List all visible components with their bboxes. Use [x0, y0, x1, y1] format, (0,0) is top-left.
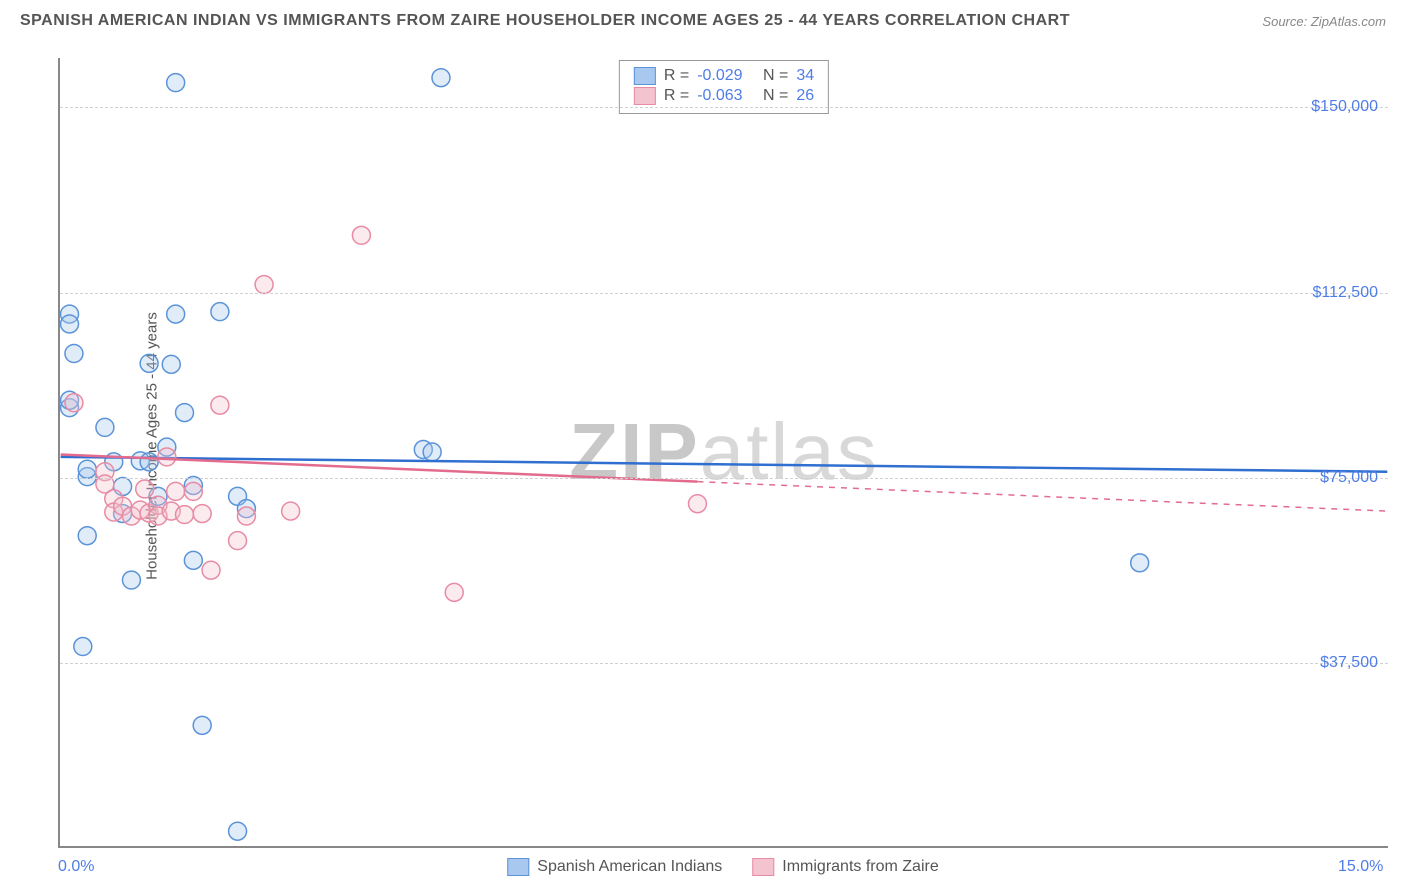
scatter-point — [162, 355, 180, 373]
scatter-point — [140, 354, 158, 372]
y-tick-label: $150,000 — [1311, 98, 1378, 116]
n-label-b: N = — [763, 87, 788, 105]
r-label-a: R = — [664, 67, 689, 85]
correlation-legend: R = -0.029 N = 34 R = -0.063 N = 26 — [619, 60, 829, 114]
n-value-a: 34 — [796, 67, 814, 85]
scatter-point — [167, 305, 185, 323]
scatter-point — [122, 571, 140, 589]
scatter-point — [136, 480, 154, 498]
scatter-point — [282, 502, 300, 520]
scatter-point — [202, 561, 220, 579]
bottom-legend-item-a: Spanish American Indians — [507, 858, 722, 876]
scatter-point — [1131, 554, 1149, 572]
x-tick-label: 15.0% — [1338, 858, 1383, 876]
scatter-point — [78, 460, 96, 478]
trend-line — [61, 457, 1388, 472]
legend-row-series-b: R = -0.063 N = 26 — [634, 87, 814, 105]
scatter-point — [74, 638, 92, 656]
scatter-point — [158, 448, 176, 466]
source-label: Source: — [1262, 14, 1307, 29]
bottom-swatch-b — [752, 858, 774, 876]
n-value-b: 26 — [796, 87, 814, 105]
scatter-point — [96, 418, 114, 436]
gridline — [60, 663, 1388, 664]
bottom-legend-item-b: Immigrants from Zaire — [752, 858, 938, 876]
scatter-point — [229, 532, 247, 550]
scatter-point — [229, 822, 247, 840]
y-tick-label: $75,000 — [1320, 469, 1378, 487]
scatter-point — [688, 495, 706, 513]
scatter-point — [140, 453, 158, 471]
trend-line-extrapolated — [697, 482, 1387, 511]
scatter-point — [65, 345, 83, 363]
r-value-a: -0.029 — [697, 67, 742, 85]
gridline — [60, 293, 1388, 294]
swatch-series-a — [634, 67, 656, 85]
bottom-swatch-a — [507, 858, 529, 876]
scatter-point — [237, 507, 255, 525]
scatter-point — [211, 396, 229, 414]
scatter-point — [193, 505, 211, 523]
chart-title: SPANISH AMERICAN INDIAN VS IMMIGRANTS FR… — [20, 12, 1070, 30]
y-tick-label: $37,500 — [1320, 654, 1378, 672]
scatter-point — [167, 74, 185, 92]
swatch-series-b — [634, 87, 656, 105]
r-value-b: -0.063 — [697, 87, 742, 105]
scatter-point — [432, 69, 450, 87]
scatter-point — [176, 506, 194, 524]
legend-row-series-a: R = -0.029 N = 34 — [634, 67, 814, 85]
header-bar: SPANISH AMERICAN INDIAN VS IMMIGRANTS FR… — [0, 0, 1406, 42]
scatter-point — [78, 527, 96, 545]
scatter-point — [65, 394, 83, 412]
n-label-a: N = — [763, 67, 788, 85]
bottom-legend: Spanish American Indians Immigrants from… — [507, 858, 938, 876]
plot-area: ZIPatlas R = -0.029 N = 34 R = -0.063 N … — [58, 58, 1388, 848]
gridline — [60, 107, 1388, 108]
scatter-point — [61, 315, 79, 333]
scatter-point — [255, 276, 273, 294]
scatter-point — [184, 551, 202, 569]
scatter-point — [176, 404, 194, 422]
scatter-point — [211, 303, 229, 321]
scatter-point — [193, 716, 211, 734]
r-label-b: R = — [664, 87, 689, 105]
chart-svg — [60, 58, 1388, 846]
scatter-point — [167, 482, 185, 500]
x-tick-label: 0.0% — [58, 858, 94, 876]
scatter-point — [423, 443, 441, 461]
gridline — [60, 478, 1388, 479]
bottom-label-a: Spanish American Indians — [537, 858, 722, 876]
y-tick-label: $112,500 — [1312, 284, 1378, 302]
source-attribution: Source: ZipAtlas.com — [1262, 14, 1386, 29]
scatter-point — [445, 583, 463, 601]
scatter-point — [184, 482, 202, 500]
scatter-point — [352, 226, 370, 244]
bottom-label-b: Immigrants from Zaire — [782, 858, 938, 876]
source-value: ZipAtlas.com — [1311, 14, 1386, 29]
plot-frame: ZIPatlas R = -0.029 N = 34 R = -0.063 N … — [58, 58, 1388, 848]
